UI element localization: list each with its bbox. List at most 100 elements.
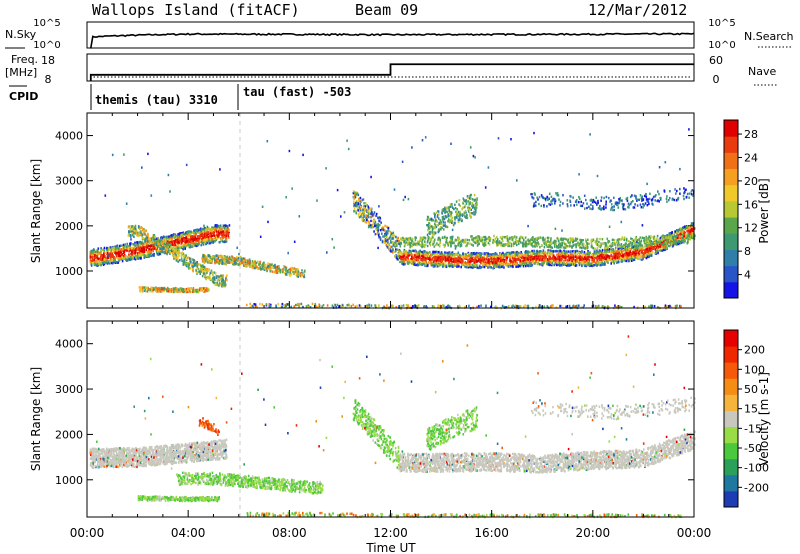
power-cell: [499, 236, 502, 239]
power-cell: [465, 253, 467, 256]
power-cell: [135, 256, 137, 259]
power-cell: [587, 258, 589, 261]
power-cell: [521, 256, 524, 259]
power-cell: [560, 259, 562, 262]
power-cell: [593, 256, 596, 259]
power-cell: [575, 258, 578, 261]
power-cell: [173, 244, 175, 247]
power-cell: [474, 237, 477, 240]
power-cell: [566, 255, 568, 258]
power-cell: [412, 241, 415, 244]
power-cell: [209, 232, 212, 235]
power-cell: [95, 253, 97, 256]
power-cell: [172, 240, 174, 243]
power-cell: [157, 252, 160, 256]
power-cell: [100, 250, 102, 253]
power-cell: [133, 257, 135, 260]
power-cell: [206, 238, 208, 241]
power-cell: [530, 243, 533, 246]
power-cell: [447, 264, 450, 267]
power-cell: [598, 249, 601, 252]
power-cell: [147, 250, 149, 254]
power-cell: [138, 251, 141, 254]
power-cell: [180, 242, 183, 246]
power-cell: [623, 238, 625, 241]
power-cell: [559, 256, 562, 259]
power-cell: [115, 252, 118, 255]
power-cell: [601, 253, 604, 257]
power-cell: [611, 244, 614, 247]
power-cell: [449, 239, 452, 242]
power-cell: [639, 243, 642, 246]
power-cell: [132, 249, 134, 252]
power-cell: [214, 224, 217, 227]
power-cell: [209, 230, 211, 233]
power-cell: [610, 249, 613, 252]
power-cell: [192, 239, 194, 243]
power-cell: [674, 240, 677, 243]
power-cell: [463, 241, 465, 244]
power-cell: [438, 236, 440, 239]
power-cell: [621, 236, 624, 239]
power-cell: [493, 234, 495, 238]
power-cell: [407, 259, 409, 262]
power-cell: [525, 264, 527, 268]
power-cell: [183, 247, 185, 250]
power-cell: [98, 259, 101, 262]
power-cell: [599, 258, 602, 261]
power-cell: [182, 243, 185, 247]
power-cell: [484, 263, 487, 267]
power-cell: [205, 227, 207, 231]
power-cell: [417, 255, 419, 259]
power-cell: [623, 236, 626, 239]
power-cell: [650, 249, 652, 252]
power-cell: [129, 255, 132, 259]
power-cell: [462, 259, 464, 262]
power-cell: [400, 242, 403, 245]
power-cell: [509, 241, 511, 244]
power-cell: [405, 256, 407, 259]
power-cell: [503, 236, 506, 239]
power-cell: [585, 256, 588, 259]
power-cell: [124, 255, 126, 258]
power-cell: [94, 254, 96, 257]
station-title: Wallops Island (fitACF): [92, 1, 300, 19]
power-cell: [686, 230, 688, 233]
power-cell: [470, 235, 472, 238]
power-cell: [401, 256, 403, 259]
power-cell: [418, 262, 421, 265]
power-cell: [95, 259, 98, 262]
power-cell: [94, 256, 97, 259]
power-cell: [551, 263, 553, 267]
power-cell: [495, 262, 497, 265]
power-cell: [212, 231, 215, 234]
power-cell: [173, 241, 176, 244]
power-cell: [142, 244, 144, 247]
power-cell: [403, 248, 406, 252]
power-cell: [538, 250, 541, 253]
power-cell: [204, 238, 207, 241]
power-cell: [96, 264, 98, 267]
power-cell: [110, 258, 112, 261]
power-cell: [203, 241, 206, 244]
power-cell: [588, 263, 591, 266]
power-cell: [207, 235, 210, 239]
power-cell: [143, 256, 145, 259]
power-cell: [399, 260, 401, 264]
power-cell: [189, 244, 191, 247]
power-cell: [122, 251, 125, 254]
power-cell: [672, 233, 675, 237]
power-cell: [683, 238, 686, 241]
power-cell: [439, 241, 442, 245]
power-cell: [147, 244, 149, 247]
power-cell: [94, 260, 97, 263]
power-cell: [432, 240, 435, 243]
power-cell: [196, 237, 198, 241]
power-cell: [101, 254, 104, 257]
power-cell: [139, 257, 141, 260]
nsky-tick-top: 10^5: [33, 18, 60, 29]
power-cell: [115, 260, 118, 264]
power-cell: [129, 243, 132, 246]
power-cell: [524, 236, 527, 239]
power-cell: [691, 222, 694, 225]
